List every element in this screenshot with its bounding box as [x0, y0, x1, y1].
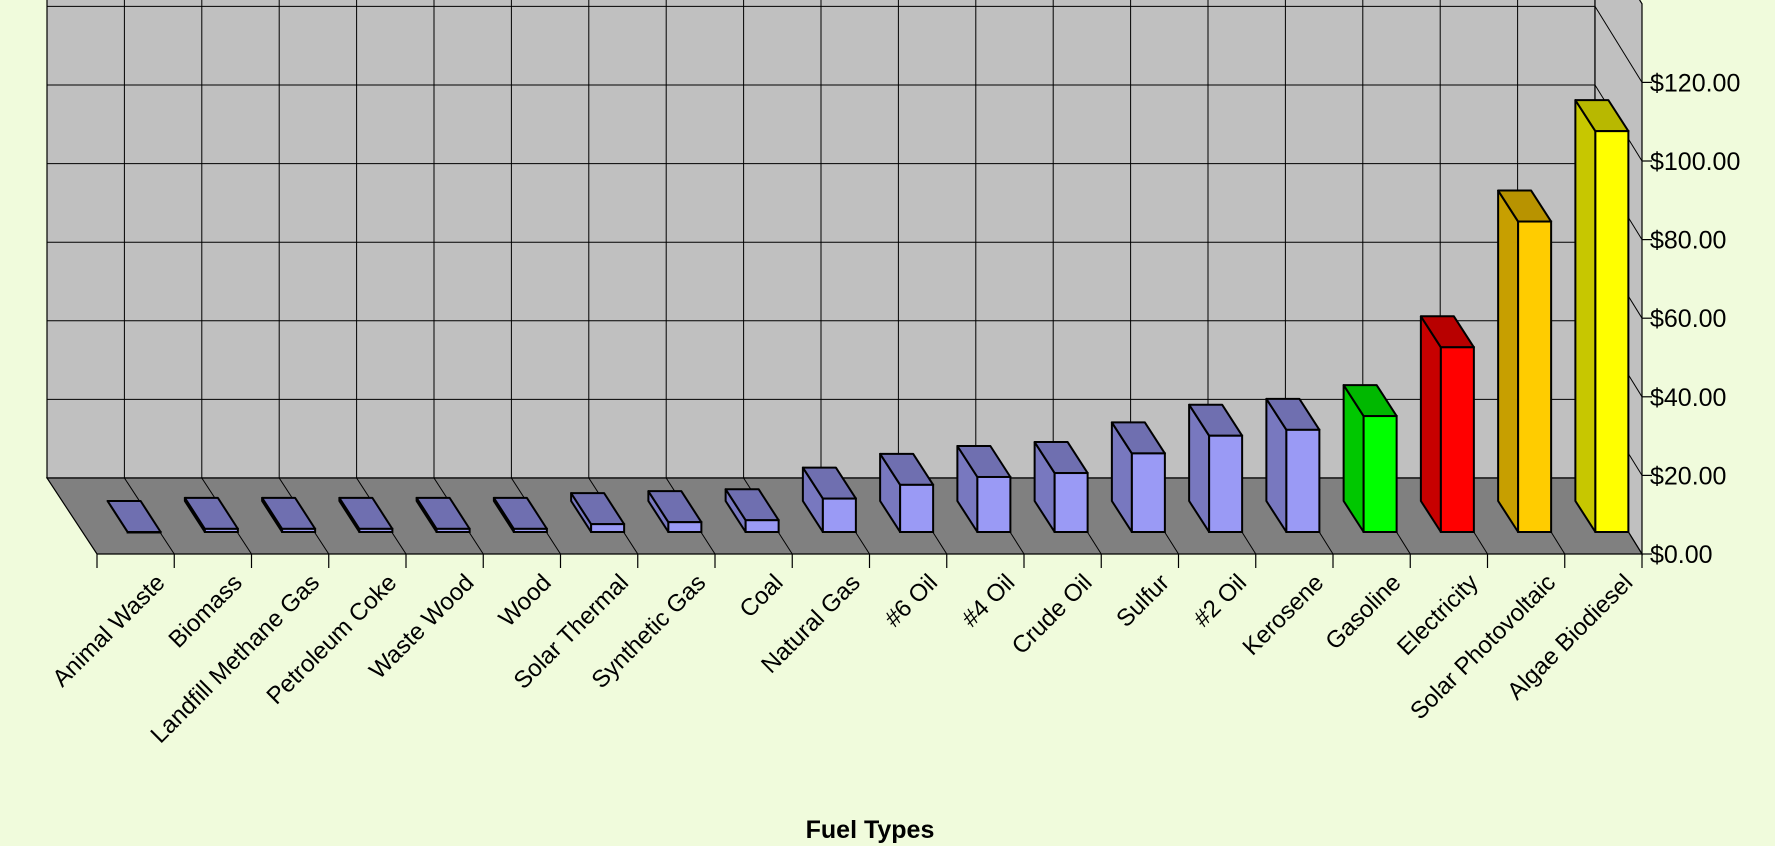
bar — [956, 444, 1012, 534]
bar-front — [358, 527, 394, 534]
bar-front — [281, 527, 317, 534]
x-tick-label: Kerosene — [1237, 569, 1329, 661]
bar-front — [512, 527, 548, 534]
x-tick-label: Sulfur — [1111, 569, 1174, 632]
bar-front — [667, 521, 703, 533]
y-tick-label: $100.00 — [1650, 148, 1740, 176]
bar — [1342, 384, 1398, 533]
bar — [1497, 189, 1553, 533]
gridline-side — [1594, 6, 1643, 83]
x-tick-label: #4 Oil — [957, 569, 1020, 632]
bar-front — [435, 527, 471, 534]
y-tick-label: $120.00 — [1650, 69, 1740, 97]
bar — [415, 496, 471, 534]
bar-front — [1130, 452, 1166, 533]
bar-front — [1594, 130, 1630, 533]
bar-front — [126, 531, 162, 534]
bar — [261, 496, 317, 534]
bar — [106, 500, 162, 534]
y-tick-label: $80.00 — [1650, 227, 1726, 255]
x-tick-label: Solar Photovoltaic — [1405, 569, 1561, 725]
bar — [183, 496, 239, 534]
bar — [1574, 99, 1630, 533]
y-tick-label: $60.00 — [1650, 305, 1726, 333]
bar-front — [1362, 415, 1398, 533]
bar-front — [976, 475, 1012, 534]
x-tick-label: Coal — [734, 569, 788, 623]
bar-front — [1285, 428, 1321, 534]
x-tick-label: Petroleum Coke — [261, 569, 402, 710]
bar — [724, 488, 780, 534]
y-axis: $0.00 $20.00 $40.00 $60.00 $80.00 $100.00 $120… — [1642, 69, 1740, 569]
bar-front — [1517, 220, 1553, 533]
bar-front — [590, 523, 626, 534]
x-tick-label: Wood — [494, 569, 557, 632]
bar — [879, 452, 935, 533]
bar — [1419, 315, 1475, 534]
bar — [1110, 421, 1166, 533]
bar — [570, 492, 626, 534]
bar — [1265, 397, 1321, 534]
bar — [1033, 441, 1089, 533]
bar-side — [1574, 99, 1597, 533]
bar — [801, 466, 857, 533]
y-tick-label: $40.00 — [1650, 384, 1726, 412]
bar-front — [821, 497, 857, 533]
bar-front — [1208, 434, 1244, 533]
y-tick-label: $20.00 — [1650, 462, 1726, 490]
bar-front — [203, 527, 239, 534]
bar-front — [1053, 472, 1089, 533]
bar — [1188, 403, 1244, 533]
bar-front — [1439, 346, 1475, 534]
chart-bars — [106, 99, 1630, 534]
x-tick-label: #2 Oil — [1189, 569, 1252, 632]
bar-front — [899, 483, 935, 533]
bar-front — [744, 519, 780, 534]
bar-side — [1419, 315, 1442, 533]
chart-walls — [46, 0, 1643, 557]
y-tick-label: $0.00 — [1650, 541, 1713, 569]
bar-side — [1497, 189, 1520, 533]
bar — [647, 490, 703, 533]
bar — [492, 496, 548, 534]
x-tick-label: Animal Waste — [47, 569, 170, 692]
bar — [338, 496, 394, 534]
x-axis-label: Fuel Types — [806, 816, 935, 844]
x-tick-label: Crude Oil — [1007, 569, 1098, 660]
chart-gridlines — [47, 0, 1643, 478]
x-tick-label: #6 Oil — [880, 569, 943, 632]
